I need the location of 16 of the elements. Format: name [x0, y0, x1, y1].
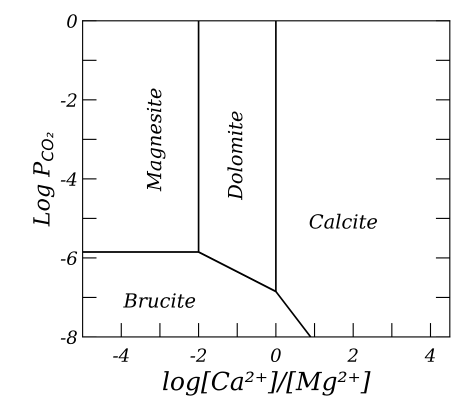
x-axis-title: log[Ca²⁺]/[Mg²⁺]	[162, 371, 371, 396]
x-tick-label: -4	[113, 348, 129, 362]
y-tick-label: -6	[60, 251, 78, 266]
x-tick-label: 4	[424, 348, 435, 362]
annotation: Dolomite	[227, 111, 242, 200]
y-tick-label: -4	[60, 172, 76, 186]
annotation: Brucite	[123, 293, 196, 308]
annotation: Calcite	[310, 214, 378, 229]
x-tick-label: -2	[190, 348, 206, 362]
y-tick-label: 0	[67, 14, 77, 28]
y-axis-title: Log P$_{CO₂}$	[33, 132, 54, 227]
annotation: Magnesite	[146, 88, 166, 192]
x-tick-label: 2	[347, 348, 358, 362]
x-tick-label: 0	[271, 348, 281, 362]
y-tick-label: -2	[60, 93, 76, 107]
y-tick-label: -8	[60, 330, 77, 344]
